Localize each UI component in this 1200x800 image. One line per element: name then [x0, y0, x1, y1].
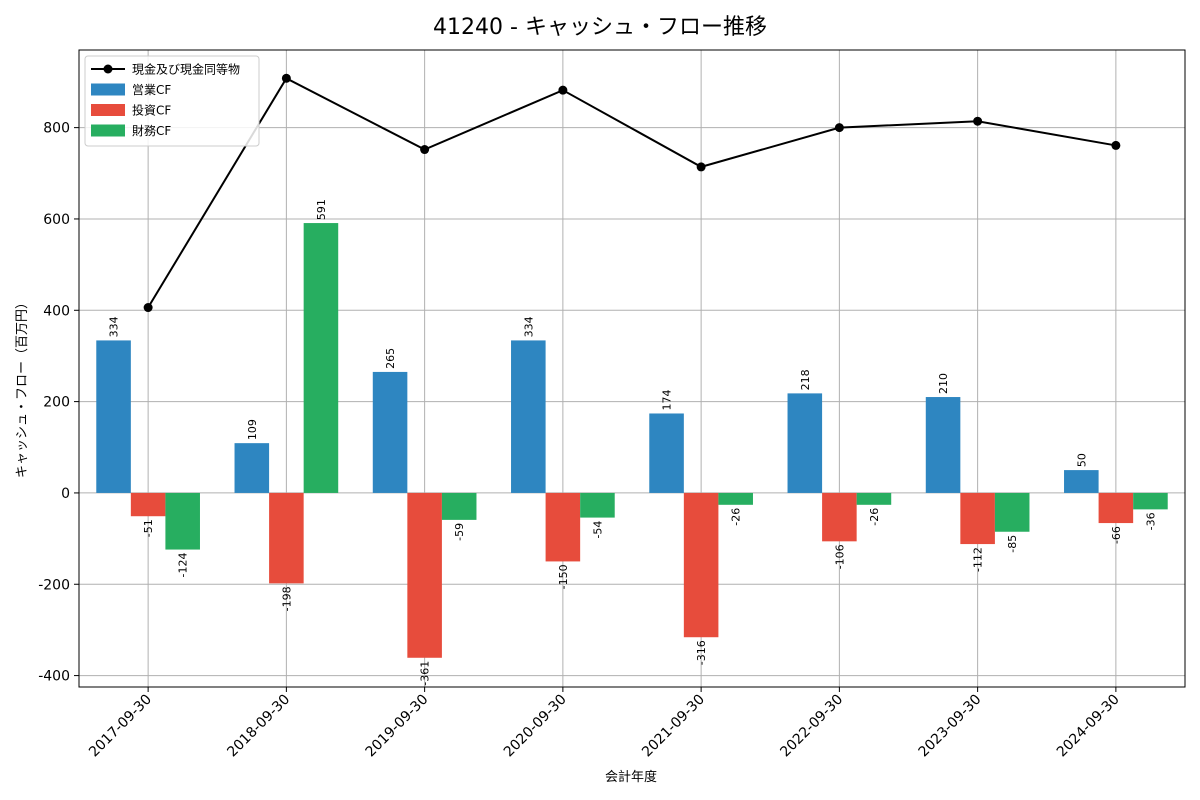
bar — [234, 443, 270, 493]
cash-line-point — [1111, 140, 1121, 150]
y-tick-label: 200 — [43, 395, 70, 411]
cash-line — [143, 73, 1121, 313]
bar-value-label: -66 — [1110, 526, 1123, 544]
bar — [372, 371, 408, 493]
legend-label: 財務CF — [132, 123, 171, 138]
x-tick-label: 2018-09-30 — [224, 692, 293, 761]
y-axis-label: キャッシュ・フロー（百万円） — [15, 296, 30, 478]
y-tick-label: 0 — [61, 486, 70, 502]
cash-line-point — [420, 145, 430, 155]
bar-value-label: -124 — [177, 553, 190, 578]
bar — [925, 397, 961, 493]
legend-bar-swatch — [91, 124, 125, 137]
bar — [165, 492, 200, 550]
bar-value-label: 591 — [315, 199, 328, 220]
bar-value-label: -51 — [142, 519, 155, 537]
bar-value-label: 50 — [1075, 453, 1088, 467]
bar-value-label: 265 — [384, 348, 397, 369]
y-tick-label: -200 — [38, 577, 70, 593]
y-tick-label: 800 — [43, 121, 70, 137]
x-tick-label: 2022-09-30 — [777, 692, 846, 761]
legend-label: 現金及び現金同等物 — [132, 62, 240, 77]
cash-line-point — [696, 162, 706, 172]
bar — [1098, 492, 1134, 524]
plot-frame — [78, 49, 1186, 688]
bar-value-label: -361 — [419, 661, 432, 686]
legend-bar-swatch — [91, 83, 125, 96]
bar-value-label: 334 — [522, 316, 535, 337]
bar — [787, 393, 823, 493]
bar-value-label: -59 — [453, 523, 466, 541]
y-tick-label: -400 — [38, 669, 70, 685]
bar-value-label: -106 — [833, 544, 846, 569]
bar — [545, 492, 581, 562]
bar-value-label: -316 — [695, 640, 708, 665]
cash-line-point — [973, 116, 983, 126]
bar — [511, 340, 546, 493]
bar-value-label: 210 — [937, 373, 950, 394]
bar — [303, 223, 339, 493]
bar-value-label: -112 — [972, 547, 985, 572]
bar-value-label: -26 — [868, 508, 881, 526]
bar — [1133, 492, 1168, 510]
legend-label: 営業CF — [132, 83, 171, 97]
cash-line-point — [143, 303, 153, 313]
bar — [822, 492, 857, 542]
bar-value-label: 109 — [246, 419, 259, 440]
legend-line-marker — [103, 64, 113, 74]
bar-value-label: -85 — [1006, 535, 1019, 553]
cash-line-point — [281, 73, 291, 83]
legend-label: 投資CF — [132, 103, 171, 118]
bar-value-label: -198 — [280, 586, 293, 611]
legend-bar-swatch — [91, 104, 125, 116]
bar-value-label: -150 — [557, 564, 570, 589]
bar-value-label: 334 — [108, 316, 121, 337]
chart-title: 41240 - キャッシュ・フロー推移 — [433, 15, 767, 40]
bar-value-label: -54 — [591, 521, 604, 539]
bar — [683, 492, 719, 638]
cash-line-point — [834, 123, 844, 133]
x-tick-label: 2024-09-30 — [1054, 692, 1123, 761]
bars — [96, 223, 1168, 658]
bar-value-label: 174 — [661, 389, 674, 410]
y-tick-label: 600 — [43, 212, 70, 228]
bar — [1064, 470, 1099, 493]
x-tick-label: 2023-09-30 — [916, 692, 985, 761]
bar — [856, 492, 892, 505]
bar — [960, 492, 995, 545]
x-axis-label: 会計年度 — [605, 769, 657, 785]
bar — [407, 492, 442, 658]
x-tick-label: 2021-09-30 — [639, 692, 708, 761]
x-tick-label: 2020-09-30 — [501, 692, 570, 761]
bar-value-label: -26 — [730, 508, 743, 526]
bar — [994, 492, 1030, 532]
bar — [649, 413, 684, 493]
y-tick-label: 400 — [43, 303, 70, 319]
data-labels: 334 109 265 334 174 218 210 50 -51 -198 -361 -150 -3… — [108, 199, 1158, 686]
bar — [718, 492, 753, 505]
bar — [441, 492, 477, 520]
bar — [96, 340, 131, 493]
x-tick-label: 2019-09-30 — [363, 692, 432, 761]
bar — [580, 492, 615, 518]
cash-line-path — [147, 76, 1117, 309]
bar — [130, 492, 166, 517]
legend-box — [84, 55, 260, 147]
grid — [79, 50, 1185, 687]
bar-value-label: 218 — [799, 369, 812, 390]
bar — [269, 492, 304, 584]
bar-value-label: -36 — [1144, 512, 1157, 530]
cash-line-point — [558, 85, 568, 95]
x-tick-label: 2017-09-30 — [86, 692, 155, 761]
